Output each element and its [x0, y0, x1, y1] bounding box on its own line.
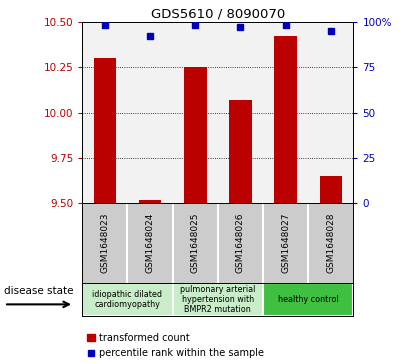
- Text: healthy control: healthy control: [278, 295, 339, 304]
- Bar: [139, 200, 162, 203]
- Text: GSM1648026: GSM1648026: [236, 213, 245, 273]
- Bar: [229, 100, 252, 203]
- Text: pulmonary arterial
hypertension with
BMPR2 mutation: pulmonary arterial hypertension with BMP…: [180, 285, 256, 314]
- Text: disease state: disease state: [4, 286, 74, 296]
- Bar: [184, 67, 207, 203]
- Text: GSM1648023: GSM1648023: [100, 213, 109, 273]
- Bar: [263, 283, 353, 316]
- Legend: transformed count, percentile rank within the sample: transformed count, percentile rank withi…: [87, 333, 264, 358]
- Bar: [275, 36, 297, 203]
- Bar: [320, 176, 342, 203]
- Bar: [82, 283, 173, 316]
- Text: GSM1648027: GSM1648027: [281, 213, 290, 273]
- Text: GSM1648025: GSM1648025: [191, 213, 200, 273]
- Text: GSM1648024: GSM1648024: [145, 213, 155, 273]
- Text: idiopathic dilated
cardiomyopathy: idiopathic dilated cardiomyopathy: [92, 290, 162, 309]
- Bar: [173, 283, 263, 316]
- Title: GDS5610 / 8090070: GDS5610 / 8090070: [151, 8, 285, 21]
- Bar: [94, 58, 116, 203]
- Text: GSM1648028: GSM1648028: [326, 213, 335, 273]
